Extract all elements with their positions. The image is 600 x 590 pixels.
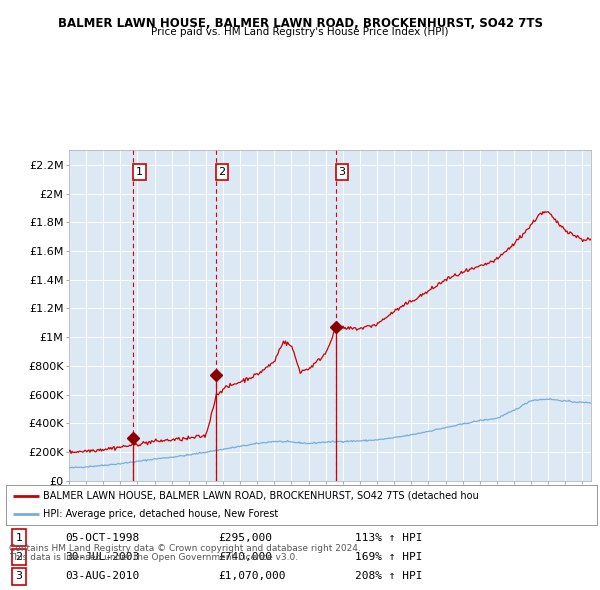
Text: 2: 2 [16,552,23,562]
Text: 1: 1 [16,533,23,543]
Text: £740,000: £740,000 [219,552,273,562]
Text: Price paid vs. HM Land Registry's House Price Index (HPI): Price paid vs. HM Land Registry's House … [151,27,449,37]
Text: HPI: Average price, detached house, New Forest: HPI: Average price, detached house, New … [43,509,278,519]
Text: 03-AUG-2010: 03-AUG-2010 [65,571,139,581]
Text: 113% ↑ HPI: 113% ↑ HPI [355,533,422,543]
Text: 30-JUL-2003: 30-JUL-2003 [65,552,139,562]
Text: 3: 3 [16,571,23,581]
Text: £1,070,000: £1,070,000 [219,571,286,581]
Text: 2: 2 [218,167,226,177]
Text: £295,000: £295,000 [219,533,273,543]
Text: BALMER LAWN HOUSE, BALMER LAWN ROAD, BROCKENHURST, SO42 7TS: BALMER LAWN HOUSE, BALMER LAWN ROAD, BRO… [58,17,542,30]
Text: Contains HM Land Registry data © Crown copyright and database right 2024.: Contains HM Land Registry data © Crown c… [9,545,361,553]
Text: This data is licensed under the Open Government Licence v3.0.: This data is licensed under the Open Gov… [9,553,298,562]
Text: 05-OCT-1998: 05-OCT-1998 [65,533,139,543]
Text: 3: 3 [338,167,346,177]
Text: BALMER LAWN HOUSE, BALMER LAWN ROAD, BROCKENHURST, SO42 7TS (detached hou: BALMER LAWN HOUSE, BALMER LAWN ROAD, BRO… [43,491,478,501]
Text: 169% ↑ HPI: 169% ↑ HPI [355,552,422,562]
Text: 1: 1 [136,167,143,177]
Text: 208% ↑ HPI: 208% ↑ HPI [355,571,422,581]
